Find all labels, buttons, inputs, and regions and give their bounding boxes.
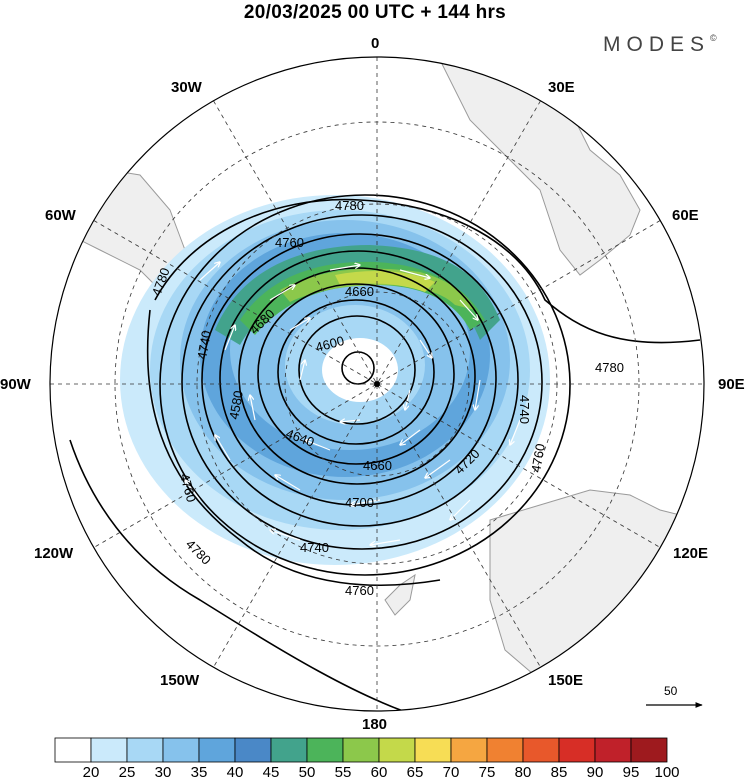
contour-label: 4600 (314, 333, 346, 355)
contour-label: 4760 (275, 235, 304, 250)
colorbar-swatch (594, 737, 632, 763)
colorbar-tick-label: 45 (262, 764, 280, 781)
colorbar-swatch (558, 737, 596, 763)
contour-label: 4740 (194, 329, 214, 360)
colorbar-tick-label: 95 (622, 764, 640, 781)
contour-label: 4780 (595, 360, 624, 375)
colorbar (54, 737, 668, 763)
map-title: 20/03/2025 00 UTC + 144 hrs (243, 2, 507, 23)
contour-label: 4660 (363, 458, 392, 473)
colorbar-swatch (90, 737, 128, 763)
colorbar-tick-label: 55 (334, 764, 352, 781)
contour-label: 4760 (528, 442, 548, 473)
brand-logo: MODES© (603, 33, 717, 57)
lon-label-0: 0 (371, 35, 380, 52)
colorbar-tick-label: 65 (406, 764, 424, 781)
contour-label: 4740 (300, 540, 329, 555)
colorbar-tick-label: 80 (514, 764, 532, 781)
colorbar-swatch (306, 737, 344, 763)
colorbar-tick-label: 40 (226, 764, 244, 781)
colorbar-swatch (234, 737, 272, 763)
lon-label-90e: 90E (718, 376, 745, 393)
contour-label: 4760 (177, 472, 199, 504)
colorbar-tick-label: 75 (478, 764, 496, 781)
lon-label-120w: 120W (34, 545, 74, 562)
contour-labels: 4780 4760 4740 4680 4660 4600 4580 4640 … (149, 198, 624, 598)
lon-label-150e: 150E (548, 672, 584, 689)
graticule (50, 57, 704, 711)
wind-speed-shading (120, 195, 550, 565)
lon-label-60e: 60E (672, 207, 699, 224)
colorbar-swatch (630, 737, 668, 763)
lon-label-60w: 60W (45, 207, 76, 224)
colorbar-tick-label: 60 (370, 764, 388, 781)
wind-scale-label: 50 (664, 684, 678, 698)
lon-label-90w: 90W (0, 376, 31, 393)
south-pole-marker (374, 381, 380, 387)
colorbar-swatch (342, 737, 380, 763)
colorbar-swatch (126, 737, 164, 763)
colorbar-swatch (198, 737, 236, 763)
contour-label: 4760 (345, 583, 374, 598)
contour-label: 4740 (517, 395, 532, 424)
colorbar-swatch (270, 737, 308, 763)
colorbar-swatch (162, 737, 200, 763)
colorbar-swatch (450, 737, 488, 763)
lon-label-120e: 120E (673, 545, 709, 562)
colorbar-tick-label: 100 (654, 764, 680, 781)
colorbar-tick-label: 50 (298, 764, 316, 781)
colorbar-swatch (486, 737, 524, 763)
lon-label-180: 180 (362, 716, 388, 733)
lon-label-150w: 150W (160, 672, 200, 689)
map-boundary (49, 56, 705, 712)
colorbar-tick-label: 30 (154, 764, 172, 781)
colorbar-tick-label: 20 (82, 764, 100, 781)
contour-label: 4780 (335, 198, 364, 213)
colorbar-tick-label: 85 (550, 764, 568, 781)
lon-label-30e: 30E (548, 79, 575, 96)
brand-name: MODES (603, 33, 711, 56)
colorbar-tick-label: 35 (190, 764, 208, 781)
new-zealand-landmass (384, 573, 416, 616)
colorbar-swatch (522, 737, 560, 763)
contour-label: 4700 (345, 495, 374, 510)
lon-label-30w: 30W (171, 79, 202, 96)
contour-label: 4660 (345, 284, 374, 299)
colorbar-tick-label: 90 (586, 764, 604, 781)
colorbar-swatch (54, 737, 92, 763)
colorbar-tick-label: 25 (118, 764, 136, 781)
colorbar-swatch (378, 737, 416, 763)
wind-vectors (185, 262, 521, 545)
colorbar-tick-label: 70 (442, 764, 460, 781)
contour-label: 4580 (226, 389, 246, 420)
brand-mark: © (710, 33, 717, 43)
colorbar-swatch (414, 737, 452, 763)
